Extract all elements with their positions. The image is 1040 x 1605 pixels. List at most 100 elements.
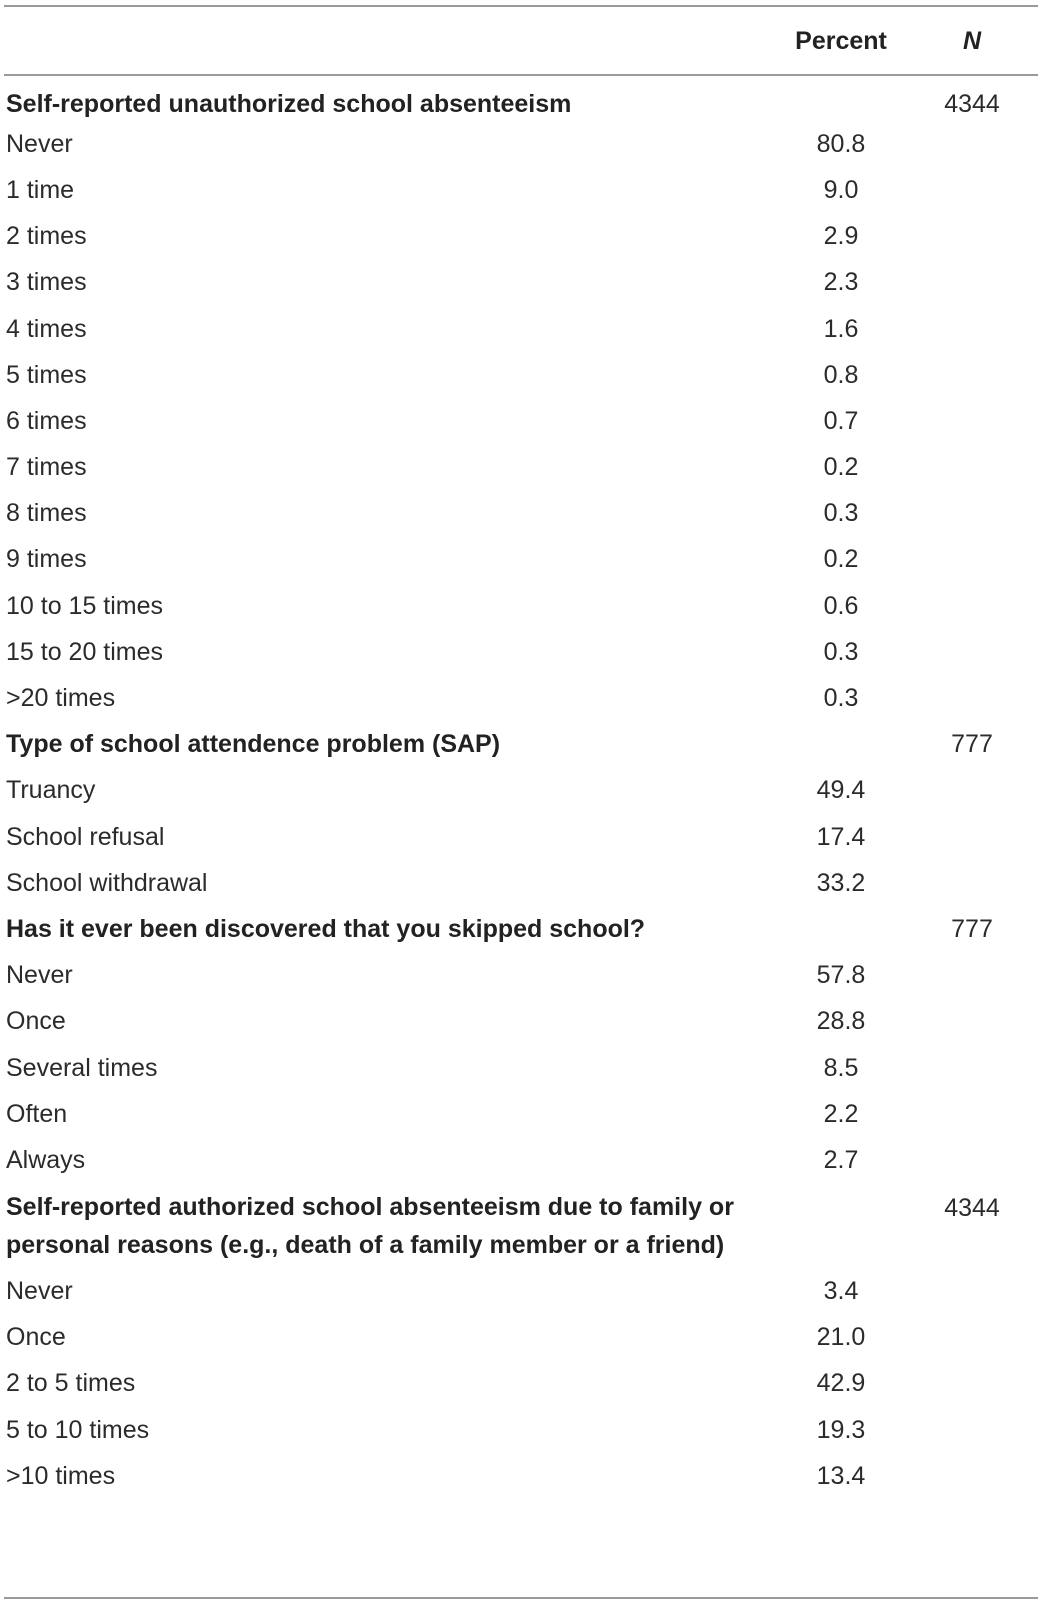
section-heading: Has it ever been discovered that you ski… — [6, 914, 646, 943]
table-row: >10 times 13.4 — [0, 1453, 1040, 1499]
row-n — [904, 1269, 1040, 1315]
row-n — [904, 1361, 1040, 1407]
header-row: Percent N — [0, 7, 1040, 75]
row-label: 8 times — [6, 499, 87, 528]
row-label: School withdrawal — [6, 868, 208, 897]
table-row: 9 times 0.2 — [0, 537, 1040, 583]
row-label: >20 times — [6, 684, 116, 713]
table-row: School refusal 17.4 — [0, 814, 1040, 860]
row-percent: 2.3 — [823, 268, 859, 297]
row-n — [904, 1045, 1040, 1091]
section-n: 4344 — [944, 89, 1000, 118]
row-label: 4 times — [6, 314, 87, 343]
table-row: 1 time 9.0 — [0, 167, 1040, 213]
table-row: 4 times 1.6 — [0, 306, 1040, 352]
row-percent: 19.3 — [816, 1415, 866, 1444]
row-n — [904, 814, 1040, 860]
table-row: >20 times 0.3 — [0, 675, 1040, 721]
row-percent: 42.9 — [816, 1369, 866, 1398]
row-label: Once — [6, 1007, 66, 1036]
row-n — [904, 167, 1040, 213]
row-percent: 2.2 — [823, 1099, 859, 1128]
row-percent: 0.7 — [823, 406, 859, 435]
row-percent: 80.8 — [816, 129, 866, 158]
row-n — [904, 1137, 1040, 1183]
row-label: 2 to 5 times — [6, 1369, 136, 1398]
table-row: 2 to 5 times 42.9 — [0, 1361, 1040, 1407]
section-heading: Self-reported authorized school absentee… — [6, 1192, 734, 1260]
table-row: 5 times 0.8 — [0, 352, 1040, 398]
row-label: Never — [6, 961, 73, 990]
row-label: Once — [6, 1323, 66, 1352]
row-label: Truancy — [6, 776, 96, 805]
row-percent: 2.9 — [823, 222, 859, 251]
section-heading-row: Type of school attendence problem (SAP) … — [0, 722, 1040, 768]
row-label: Often — [6, 1099, 68, 1128]
row-n — [904, 675, 1040, 721]
table-row: Once 21.0 — [0, 1315, 1040, 1361]
row-percent: 9.0 — [823, 175, 859, 204]
row-label: 5 to 10 times — [6, 1415, 150, 1444]
bottom-rule — [4, 1597, 1038, 1599]
section-heading: Type of school attendence problem (SAP) — [6, 730, 501, 759]
row-n — [904, 629, 1040, 675]
table-row: Never 3.4 — [0, 1269, 1040, 1315]
row-percent: 13.4 — [816, 1461, 866, 1490]
row-percent: 21.0 — [816, 1323, 866, 1352]
row-label: Several times — [6, 1053, 158, 1082]
row-label: School refusal — [6, 822, 165, 851]
row-percent: 33.2 — [816, 868, 866, 897]
row-label: 7 times — [6, 453, 87, 482]
row-percent: 0.8 — [823, 360, 859, 389]
section-n: 777 — [951, 730, 993, 759]
row-percent: 0.3 — [823, 684, 859, 713]
row-label: 9 times — [6, 545, 87, 574]
row-n — [904, 306, 1040, 352]
table-row: School withdrawal 33.2 — [0, 860, 1040, 906]
row-n — [904, 953, 1040, 999]
row-n — [904, 352, 1040, 398]
table-row: Truancy 49.4 — [0, 768, 1040, 814]
row-percent: 0.3 — [823, 637, 859, 666]
row-n — [904, 537, 1040, 583]
section-percent — [778, 75, 904, 121]
row-label: 2 times — [6, 222, 87, 251]
row-percent: 49.4 — [816, 776, 866, 805]
table-row: Always 2.7 — [0, 1137, 1040, 1183]
row-n — [904, 1091, 1040, 1137]
row-n — [904, 398, 1040, 444]
row-n — [904, 1453, 1040, 1499]
row-percent: 0.3 — [823, 499, 859, 528]
percent-column-header: Percent — [795, 26, 887, 55]
table-row: 2 times 2.9 — [0, 214, 1040, 260]
row-n — [904, 260, 1040, 306]
section-percent — [778, 722, 904, 768]
row-n — [904, 999, 1040, 1045]
row-n — [904, 1315, 1040, 1361]
header-rule — [4, 74, 1038, 76]
row-label: 10 to 15 times — [6, 591, 164, 620]
row-n — [904, 583, 1040, 629]
row-n — [904, 1407, 1040, 1453]
table-row: 5 to 10 times 19.3 — [0, 1407, 1040, 1453]
table-row: Once 28.8 — [0, 999, 1040, 1045]
label-column-header — [0, 7, 778, 75]
row-label: 1 time — [6, 175, 75, 204]
data-table: Percent N Self-reported unauthorized sch… — [0, 7, 1040, 1499]
table-row: 3 times 2.3 — [0, 260, 1040, 306]
table-row: 15 to 20 times 0.3 — [0, 629, 1040, 675]
row-percent: 0.6 — [823, 591, 859, 620]
row-label: Always — [6, 1145, 86, 1174]
row-percent: 57.8 — [816, 961, 866, 990]
row-n — [904, 214, 1040, 260]
top-rule — [4, 5, 1038, 7]
table-row: Never 80.8 — [0, 121, 1040, 167]
row-label: Never — [6, 1277, 73, 1306]
row-n — [904, 491, 1040, 537]
section-heading-row: Has it ever been discovered that you ski… — [0, 906, 1040, 952]
section-percent — [778, 906, 904, 952]
row-percent: 0.2 — [823, 545, 859, 574]
section-heading: Self-reported unauthorized school absent… — [6, 89, 572, 118]
section-n: 4344 — [944, 1193, 1000, 1222]
table-row: 10 to 15 times 0.6 — [0, 583, 1040, 629]
